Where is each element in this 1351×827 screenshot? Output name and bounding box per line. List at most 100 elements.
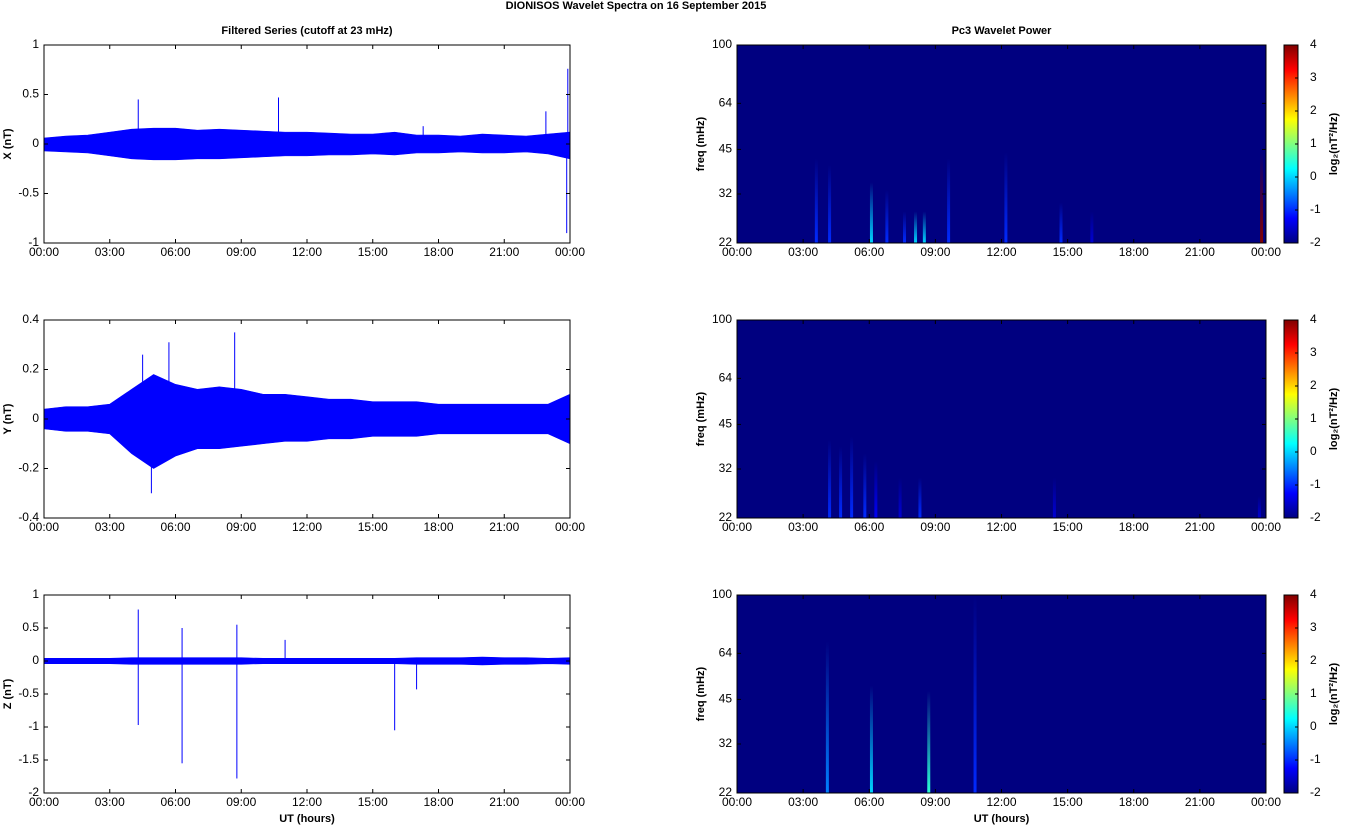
signal-envelope <box>43 656 571 662</box>
y-axis-label: freq (mHz) <box>695 666 707 721</box>
x-tick-label: 09:00 <box>920 520 950 534</box>
x-tick-label: 03:00 <box>95 245 125 259</box>
wavelet-streak <box>874 461 878 518</box>
x-tick-label: 06:00 <box>854 795 884 809</box>
colorbar-tick-label: 4 <box>1310 587 1317 601</box>
colorbar-tick-label: 3 <box>1310 345 1317 359</box>
y-tick-label: 32 <box>719 736 733 750</box>
y-tick-label: 0.2 <box>22 362 39 376</box>
wavelet-streak <box>898 477 902 518</box>
x-tick-label: 12:00 <box>986 795 1016 809</box>
x-tick-label: 21:00 <box>1185 245 1215 259</box>
colorbar-label: log₂(nT²/Hz) <box>1328 663 1340 726</box>
signal-envelope <box>43 127 571 145</box>
y-tick-label: -1 <box>28 235 39 249</box>
wavelet-streak <box>1257 496 1261 518</box>
x-tick-label: 00:00 <box>555 520 585 534</box>
x-tick-label: 21:00 <box>489 795 519 809</box>
signal-envelope <box>43 418 571 469</box>
y-tick-label: 0 <box>32 411 39 425</box>
x-tick-label: 18:00 <box>1119 245 1149 259</box>
y-tick-label: -0.5 <box>18 186 39 200</box>
x-tick-label: 18:00 <box>423 795 453 809</box>
x-tick-label: 09:00 <box>226 795 256 809</box>
x-tick-label: 00:00 <box>29 795 59 809</box>
y-tick-label: -2 <box>28 785 39 799</box>
colorbar-tick-label: 1 <box>1310 136 1317 150</box>
x-tick-label: 15:00 <box>1053 795 1083 809</box>
x-tick-label: 03:00 <box>788 520 818 534</box>
x-tick-label: 00:00 <box>722 795 752 809</box>
x-tick-label: 12:00 <box>292 520 322 534</box>
colorbar-tick-label: 0 <box>1310 169 1317 183</box>
colorbar-tick-label: -1 <box>1310 477 1321 491</box>
x-tick-label: 21:00 <box>489 245 519 259</box>
colorbar-tick-label: 0 <box>1310 719 1317 733</box>
colorbar-tick-label: -2 <box>1310 235 1321 249</box>
y-tick-label: 0 <box>32 653 39 667</box>
y-tick-label: 100 <box>712 587 732 601</box>
colorbar-label: log₂(nT²/Hz) <box>1328 113 1340 176</box>
y-tick-label: -0.2 <box>18 461 39 475</box>
wavelet-streak <box>927 690 931 793</box>
x-axis-label: UT (hours) <box>974 813 1030 825</box>
heatmap-background <box>737 320 1266 518</box>
y-tick-label: 22 <box>719 235 733 249</box>
colorbar-tick-label: -2 <box>1310 510 1321 524</box>
x-tick-label: 18:00 <box>1119 795 1149 809</box>
colorbar-tick-label: 0 <box>1310 444 1317 458</box>
y-tick-label: 45 <box>719 142 733 156</box>
x-tick-label: 12:00 <box>292 245 322 259</box>
x-tick-label: 18:00 <box>423 245 453 259</box>
wavelet-streak <box>863 453 867 518</box>
colorbar-tick-label: 2 <box>1310 103 1317 117</box>
wavelet-streak <box>922 211 926 243</box>
signal-envelope <box>43 143 571 161</box>
y-tick-label: 64 <box>719 96 733 110</box>
x-tick-label: 06:00 <box>160 520 190 534</box>
x-tick-label: 03:00 <box>95 520 125 534</box>
x-tick-label: 00:00 <box>722 245 752 259</box>
x-axis-label: UT (hours) <box>279 813 335 825</box>
colorbar-tick-label: 4 <box>1310 312 1317 326</box>
x-tick-label: 21:00 <box>1185 795 1215 809</box>
wavelet-streak <box>885 189 889 243</box>
wavelet-streak <box>1052 477 1056 518</box>
x-tick-label: 03:00 <box>95 795 125 809</box>
x-tick-label: 12:00 <box>986 245 1016 259</box>
y-tick-label: 100 <box>712 312 732 326</box>
y-tick-label: 0.4 <box>22 312 39 326</box>
y-tick-label: 32 <box>719 186 733 200</box>
y-axis-label: Z (nT) <box>2 678 14 709</box>
y-axis-label: freq (mHz) <box>695 391 707 446</box>
heatmap-background <box>737 595 1266 793</box>
x-tick-label: 00:00 <box>1251 795 1281 809</box>
y-tick-label: 22 <box>719 510 733 524</box>
x-tick-label: 09:00 <box>920 245 950 259</box>
y-tick-label: 1 <box>32 587 39 601</box>
x-tick-label: 12:00 <box>292 795 322 809</box>
wavelet-streak <box>828 439 832 518</box>
wavelet-streak <box>839 446 843 518</box>
colorbar-tick-label: 4 <box>1310 37 1317 51</box>
y-tick-label: 0 <box>32 136 39 150</box>
x-tick-label: 06:00 <box>160 795 190 809</box>
y-axis-label: Y (nT) <box>2 403 14 434</box>
x-tick-label: 00:00 <box>29 245 59 259</box>
y-tick-label: 45 <box>719 417 733 431</box>
wavelet-streak <box>918 477 922 518</box>
signal-envelope <box>43 660 571 666</box>
x-tick-label: 09:00 <box>920 795 950 809</box>
panel-title: Pc3 Wavelet Power <box>952 25 1053 37</box>
wavelet-streak <box>1004 152 1008 243</box>
figure-title: DIONISOS Wavelet Spectra on 16 September… <box>506 0 767 12</box>
y-axis-label: X (nT) <box>2 128 14 159</box>
heatmap-background <box>737 45 1266 243</box>
signal-envelope <box>43 374 571 420</box>
panel-title: Filtered Series (cutoff at 23 mHz) <box>221 25 392 37</box>
y-tick-label: 100 <box>712 37 732 51</box>
wavelet-streak <box>1260 149 1264 243</box>
wavelet-streak <box>973 595 977 793</box>
y-tick-label: -1.5 <box>18 752 39 766</box>
